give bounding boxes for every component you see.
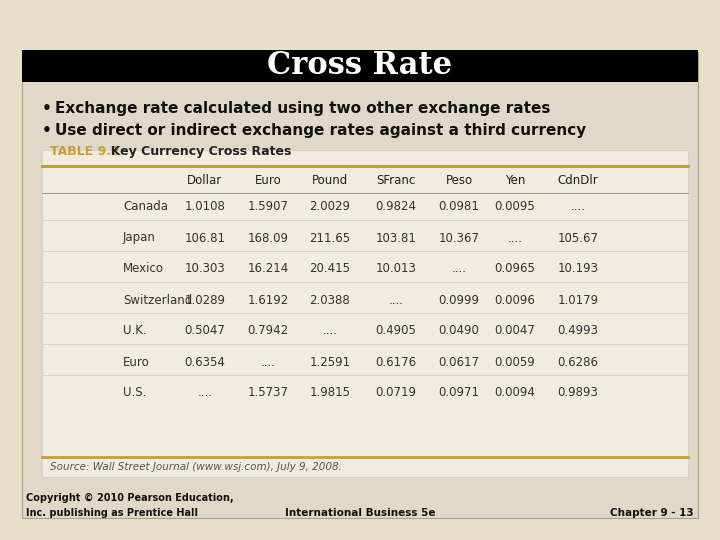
Bar (22, 50, 698, 82)
Text: ....: .... (508, 232, 523, 245)
Text: Dollar: Dollar (187, 174, 222, 187)
Text: 1.0179: 1.0179 (557, 294, 598, 307)
Text: SFranc: SFranc (377, 174, 415, 187)
Text: 0.0719: 0.0719 (376, 387, 416, 400)
Text: 0.9893: 0.9893 (557, 387, 598, 400)
Text: 168.09: 168.09 (248, 232, 289, 245)
Text: ....: .... (261, 355, 276, 368)
Text: 0.0617: 0.0617 (438, 355, 480, 368)
Text: 1.0289: 1.0289 (184, 294, 225, 307)
Text: Japan: Japan (123, 232, 156, 245)
Text: Euro: Euro (255, 174, 282, 187)
Text: 211.65: 211.65 (310, 232, 351, 245)
Text: Source: Wall Street Journal (www.wsj.com), July 9, 2008.: Source: Wall Street Journal (www.wsj.com… (50, 462, 342, 472)
Text: 0.4993: 0.4993 (557, 325, 598, 338)
Text: Yen: Yen (505, 174, 525, 187)
Bar (22, 52, 698, 518)
Text: 0.0059: 0.0059 (495, 355, 536, 368)
Text: ....: .... (197, 387, 212, 400)
Text: 0.0095: 0.0095 (495, 200, 536, 213)
Text: Copyright © 2010 Pearson Education,
Inc. publishing as Prentice Hall: Copyright © 2010 Pearson Education, Inc.… (26, 493, 233, 518)
Text: Chapter 9 - 13: Chapter 9 - 13 (611, 508, 694, 518)
Text: CdnDlr: CdnDlr (557, 174, 598, 187)
Text: 0.4905: 0.4905 (376, 325, 416, 338)
Text: 2.0388: 2.0388 (310, 294, 351, 307)
Text: TABLE 9.2: TABLE 9.2 (50, 145, 120, 158)
Text: 10.303: 10.303 (184, 262, 225, 275)
Text: ....: .... (323, 325, 338, 338)
Text: 0.9824: 0.9824 (376, 200, 416, 213)
Text: •: • (42, 124, 52, 138)
Text: Canada: Canada (123, 200, 168, 213)
Bar (42, 150, 688, 477)
Text: 1.6192: 1.6192 (248, 294, 289, 307)
Text: 0.0981: 0.0981 (438, 200, 480, 213)
Text: U.K.: U.K. (123, 325, 147, 338)
Text: 105.67: 105.67 (557, 232, 598, 245)
Text: Use direct or indirect exchange rates against a third currency: Use direct or indirect exchange rates ag… (55, 124, 586, 138)
Text: Exchange rate calculated using two other exchange rates: Exchange rate calculated using two other… (55, 102, 550, 117)
Text: Pound: Pound (312, 174, 348, 187)
Text: 1.9815: 1.9815 (310, 387, 351, 400)
Text: •: • (42, 102, 52, 117)
Text: International Business 5e: International Business 5e (284, 508, 436, 518)
Text: 10.367: 10.367 (438, 232, 480, 245)
Text: 0.0965: 0.0965 (495, 262, 536, 275)
Text: 0.0047: 0.0047 (495, 325, 536, 338)
Text: 0.0096: 0.0096 (495, 294, 536, 307)
Text: Switzerland: Switzerland (123, 294, 192, 307)
Text: 1.5907: 1.5907 (248, 200, 289, 213)
Text: 0.0971: 0.0971 (438, 387, 480, 400)
Text: 16.214: 16.214 (248, 262, 289, 275)
Text: 0.6354: 0.6354 (184, 355, 225, 368)
Text: 10.193: 10.193 (557, 262, 598, 275)
Text: 0.6176: 0.6176 (375, 355, 417, 368)
Text: 0.7942: 0.7942 (248, 325, 289, 338)
Text: 103.81: 103.81 (376, 232, 416, 245)
Text: 0.5047: 0.5047 (184, 325, 225, 338)
Text: 10.013: 10.013 (376, 262, 416, 275)
Text: 0.0490: 0.0490 (438, 325, 480, 338)
Text: ....: .... (570, 200, 585, 213)
Text: U.S.: U.S. (123, 387, 146, 400)
Text: Mexico: Mexico (123, 262, 164, 275)
Text: 0.0094: 0.0094 (495, 387, 536, 400)
Text: 2.0029: 2.0029 (310, 200, 351, 213)
Text: Cross Rate: Cross Rate (267, 51, 453, 82)
Text: Euro: Euro (123, 355, 150, 368)
Text: Peso: Peso (446, 174, 472, 187)
Text: Key Currency Cross Rates: Key Currency Cross Rates (102, 145, 292, 158)
Text: 0.0999: 0.0999 (438, 294, 480, 307)
Text: 1.0108: 1.0108 (184, 200, 225, 213)
Text: 20.415: 20.415 (310, 262, 351, 275)
Text: ....: .... (389, 294, 403, 307)
Text: 1.5737: 1.5737 (248, 387, 289, 400)
Text: 0.6286: 0.6286 (557, 355, 598, 368)
Text: 106.81: 106.81 (184, 232, 225, 245)
Text: ....: .... (451, 262, 467, 275)
Text: 1.2591: 1.2591 (310, 355, 351, 368)
